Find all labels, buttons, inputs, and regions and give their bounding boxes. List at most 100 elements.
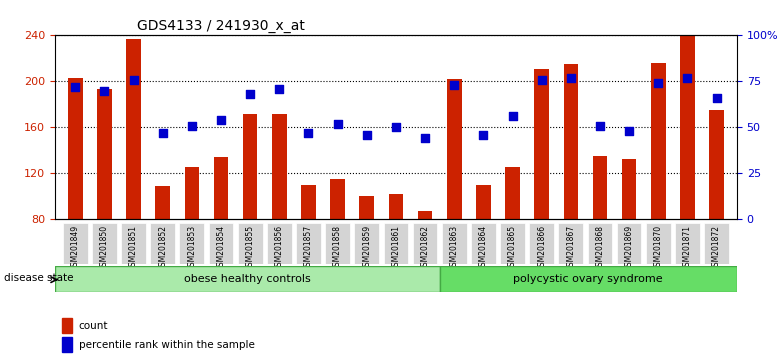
Point xyxy=(593,123,606,129)
Bar xyxy=(622,159,637,219)
Point xyxy=(448,82,460,88)
FancyBboxPatch shape xyxy=(529,223,554,264)
Bar xyxy=(68,78,82,219)
Text: percentile rank within the sample: percentile rank within the sample xyxy=(78,339,255,350)
FancyBboxPatch shape xyxy=(122,223,146,264)
Text: count: count xyxy=(78,320,108,331)
Point xyxy=(361,132,373,138)
Point xyxy=(157,130,169,136)
Text: GSM201864: GSM201864 xyxy=(479,225,488,271)
Bar xyxy=(680,35,695,219)
FancyBboxPatch shape xyxy=(617,223,641,264)
FancyBboxPatch shape xyxy=(412,223,437,264)
Point xyxy=(127,77,140,82)
Bar xyxy=(593,156,608,219)
FancyBboxPatch shape xyxy=(180,223,205,264)
Text: GSM201871: GSM201871 xyxy=(683,225,692,271)
FancyBboxPatch shape xyxy=(209,223,234,264)
Text: GSM201872: GSM201872 xyxy=(712,225,721,271)
Bar xyxy=(184,166,199,219)
Point xyxy=(186,123,198,129)
Bar xyxy=(330,179,345,219)
Text: GSM201866: GSM201866 xyxy=(537,225,546,271)
Point xyxy=(390,125,402,130)
Text: GSM201863: GSM201863 xyxy=(450,225,459,271)
FancyBboxPatch shape xyxy=(63,223,88,264)
Text: GSM201854: GSM201854 xyxy=(216,225,226,271)
Text: GSM201867: GSM201867 xyxy=(566,225,575,271)
FancyBboxPatch shape xyxy=(383,223,408,264)
Point xyxy=(564,75,577,81)
FancyBboxPatch shape xyxy=(92,223,117,264)
Bar xyxy=(447,79,462,219)
Point xyxy=(681,75,694,81)
Text: obese healthy controls: obese healthy controls xyxy=(184,274,310,284)
FancyBboxPatch shape xyxy=(704,223,729,264)
Point xyxy=(622,128,635,134)
FancyBboxPatch shape xyxy=(440,266,737,292)
Text: GDS4133 / 241930_x_at: GDS4133 / 241930_x_at xyxy=(136,19,305,33)
Text: GSM201861: GSM201861 xyxy=(391,225,401,271)
Text: GSM201858: GSM201858 xyxy=(333,225,342,271)
Text: GSM201869: GSM201869 xyxy=(625,225,633,271)
FancyBboxPatch shape xyxy=(675,223,700,264)
Bar xyxy=(301,185,316,219)
Bar xyxy=(214,157,228,219)
Point xyxy=(506,114,519,119)
Point xyxy=(98,88,111,93)
Bar xyxy=(651,63,666,219)
Bar xyxy=(564,64,578,219)
Bar xyxy=(476,185,491,219)
Point xyxy=(535,77,548,82)
Bar xyxy=(62,318,72,333)
FancyBboxPatch shape xyxy=(267,223,292,264)
FancyBboxPatch shape xyxy=(500,223,525,264)
Point xyxy=(69,84,82,90)
Text: GSM201870: GSM201870 xyxy=(654,225,662,271)
Point xyxy=(477,132,490,138)
FancyBboxPatch shape xyxy=(325,223,350,264)
Text: GSM201862: GSM201862 xyxy=(420,225,430,271)
FancyBboxPatch shape xyxy=(296,223,321,264)
Bar xyxy=(243,114,257,219)
Text: GSM201849: GSM201849 xyxy=(71,225,80,271)
Point xyxy=(419,136,431,141)
Point xyxy=(273,86,285,92)
Bar xyxy=(535,69,549,219)
Text: GSM201851: GSM201851 xyxy=(129,225,138,271)
Bar xyxy=(360,196,374,219)
Bar xyxy=(272,114,287,219)
FancyBboxPatch shape xyxy=(558,223,583,264)
Bar xyxy=(155,186,170,219)
Text: GSM201857: GSM201857 xyxy=(304,225,313,271)
Bar xyxy=(389,194,403,219)
Text: GSM201850: GSM201850 xyxy=(100,225,109,271)
Point xyxy=(215,117,227,123)
Text: GSM201859: GSM201859 xyxy=(362,225,372,271)
Bar xyxy=(62,337,72,352)
FancyBboxPatch shape xyxy=(354,223,379,264)
Bar xyxy=(97,90,111,219)
FancyBboxPatch shape xyxy=(238,223,263,264)
Point xyxy=(332,121,344,127)
Text: polycystic ovary syndrome: polycystic ovary syndrome xyxy=(514,274,663,284)
Bar xyxy=(418,211,432,219)
Text: GSM201853: GSM201853 xyxy=(187,225,196,271)
Bar xyxy=(505,166,520,219)
Text: GSM201852: GSM201852 xyxy=(158,225,167,271)
Point xyxy=(710,95,723,101)
FancyBboxPatch shape xyxy=(471,223,495,264)
Text: disease state: disease state xyxy=(4,273,74,283)
Point xyxy=(302,130,314,136)
Text: GSM201865: GSM201865 xyxy=(508,225,517,271)
FancyBboxPatch shape xyxy=(646,223,670,264)
Text: GSM201856: GSM201856 xyxy=(275,225,284,271)
Bar xyxy=(710,110,724,219)
FancyBboxPatch shape xyxy=(587,223,612,264)
Bar xyxy=(126,39,141,219)
FancyBboxPatch shape xyxy=(151,223,175,264)
Point xyxy=(244,91,256,97)
Text: GSM201855: GSM201855 xyxy=(245,225,255,271)
FancyBboxPatch shape xyxy=(442,223,466,264)
Text: GSM201868: GSM201868 xyxy=(596,225,604,271)
